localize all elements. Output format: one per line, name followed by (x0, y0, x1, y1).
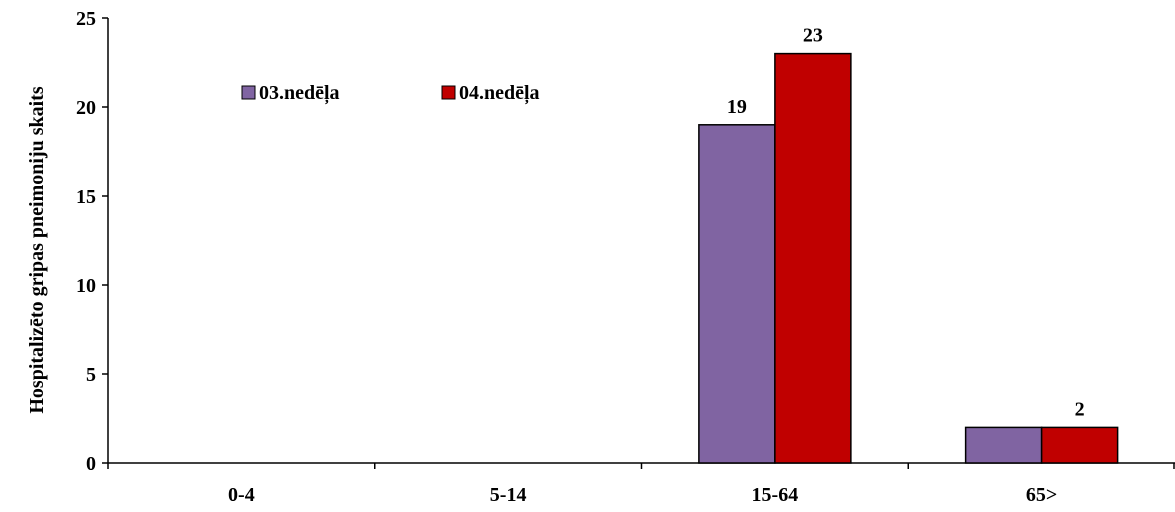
legend-label: 04.nedēļa (459, 82, 540, 105)
legend-swatch (241, 85, 256, 100)
y-ticks: 0 5 10 15 20 25 (76, 8, 108, 475)
bar-series-1 (964, 426, 1043, 464)
x-category-label: 0-4 (228, 484, 255, 506)
bar-series-2 (1040, 426, 1119, 464)
data-label: 19 (727, 96, 747, 118)
y-tick-label: 25 (76, 8, 96, 30)
y-tick-label: 0 (86, 453, 96, 475)
x-category-label: 5-14 (490, 484, 527, 506)
x-category-label: 15-64 (752, 484, 799, 506)
x-category-label: 65> (1026, 484, 1057, 506)
y-tick-label: 10 (76, 275, 96, 297)
y-tick-label: 20 (76, 97, 96, 119)
legend-swatch (441, 85, 456, 100)
bars (698, 52, 1119, 464)
y-tick-label: 15 (76, 186, 96, 208)
y-tick-label: 5 (86, 364, 96, 386)
y-axis-label: Hospitalizēto gripas pneimoniju skaits (26, 86, 48, 413)
bar-series-2 (774, 52, 852, 464)
y-axis-label-group: Hospitalizēto gripas pneimoniju skaits (26, 86, 48, 413)
legend: 03.nedēļa 04.nedēļa (241, 82, 540, 105)
x-labels: 0-4 5-14 15-64 65> (107, 463, 1175, 506)
data-label: 2 (1075, 398, 1085, 420)
data-labels: 19 23 2 (727, 25, 1085, 421)
bar-series-1 (698, 124, 776, 464)
data-label: 23 (803, 25, 823, 47)
legend-label: 03.nedēļa (259, 82, 340, 105)
